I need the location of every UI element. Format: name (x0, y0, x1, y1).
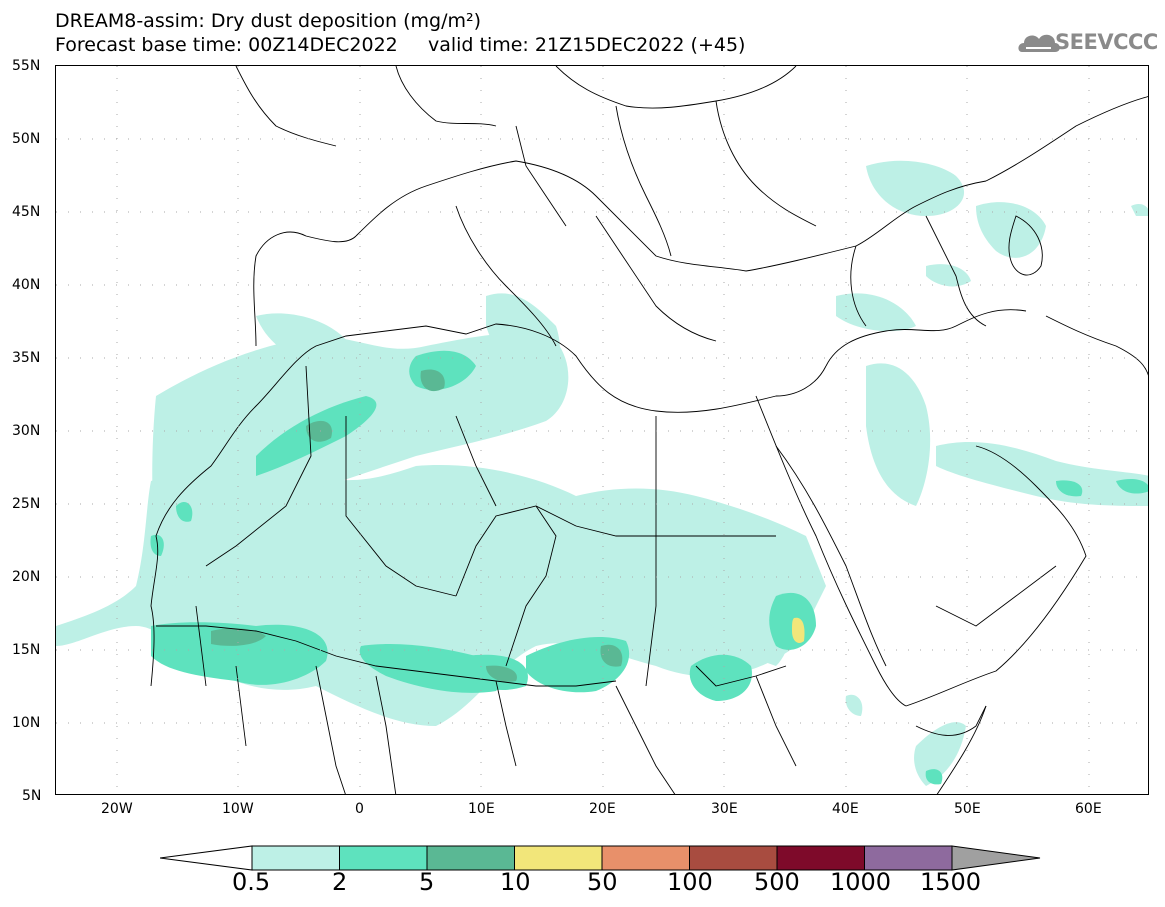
lon-label-60e: 60E (1075, 801, 1102, 817)
lon-label-10w: 10W (222, 801, 254, 817)
forecast-time-line: Forecast base time: 00Z14DEC2022 valid t… (55, 34, 746, 56)
lat-label-20n: 20N (12, 569, 41, 585)
colorbar-label-500: 500 (754, 868, 800, 896)
lat-label-55n: 55N (12, 58, 41, 74)
colorbar-segment-10-50 (514, 845, 603, 871)
lat-label-35n: 35N (12, 350, 41, 366)
dust-map (56, 66, 1148, 794)
lat-label-5n: 5N (22, 788, 42, 804)
lat-label-25n: 25N (12, 496, 41, 512)
map-area (55, 65, 1149, 795)
lat-label-50n: 50N (12, 131, 41, 147)
colorbar-segment-below-min (160, 845, 253, 871)
lat-label-45n: 45N (12, 204, 41, 220)
map-title: DREAM8-assim: Dry dust deposition (mg/m²… (55, 10, 482, 32)
dust-dark-layer (211, 369, 623, 682)
lon-label-40e: 40E (832, 801, 859, 817)
lon-label-20w: 20W (101, 801, 133, 817)
colorbar-segment-above-max (951, 845, 1041, 871)
lon-label-30e: 30E (711, 801, 738, 817)
colorbar-label-2: 2 (332, 868, 348, 896)
colorbar-segment-2-5 (339, 845, 428, 871)
lat-label-40n: 40N (12, 277, 41, 293)
dust-light-layer (56, 160, 1148, 786)
colorbar-label-50: 50 (587, 868, 618, 896)
colorbar-segment-500-1000 (776, 845, 865, 871)
lon-label-50e: 50E (954, 801, 981, 817)
colorbar-label-10: 10 (500, 868, 531, 896)
colorbar-segment-50-100 (601, 845, 690, 871)
dust-peak-layer (792, 617, 805, 643)
lon-label-10e: 10E (468, 801, 495, 817)
colorbar-segment-1000-1500 (864, 845, 953, 871)
logo-text: SEEVCCC (1055, 30, 1158, 54)
lat-label-30n: 30N (12, 423, 41, 439)
colorbar-label-0-5: 0.5 (232, 868, 271, 896)
lon-label-20e: 20E (589, 801, 616, 817)
colorbar-label-100: 100 (667, 868, 713, 896)
colorbar (160, 845, 1041, 871)
coastlines-and-borders (150, 66, 1148, 794)
cloud-logo-icon (1018, 34, 1060, 52)
lat-label-10n: 10N (12, 715, 41, 731)
lon-label-0: 0 (355, 801, 364, 817)
colorbar-label-5: 5 (419, 868, 435, 896)
colorbar-segment-0-5-2 (251, 845, 340, 871)
colorbar-segment-5-10 (426, 845, 515, 871)
colorbar-label-1000: 1000 (830, 868, 892, 896)
lat-label-15n: 15N (12, 642, 41, 658)
colorbar-segment-100-500 (689, 845, 778, 871)
colorbar-label-1500: 1500 (920, 868, 982, 896)
